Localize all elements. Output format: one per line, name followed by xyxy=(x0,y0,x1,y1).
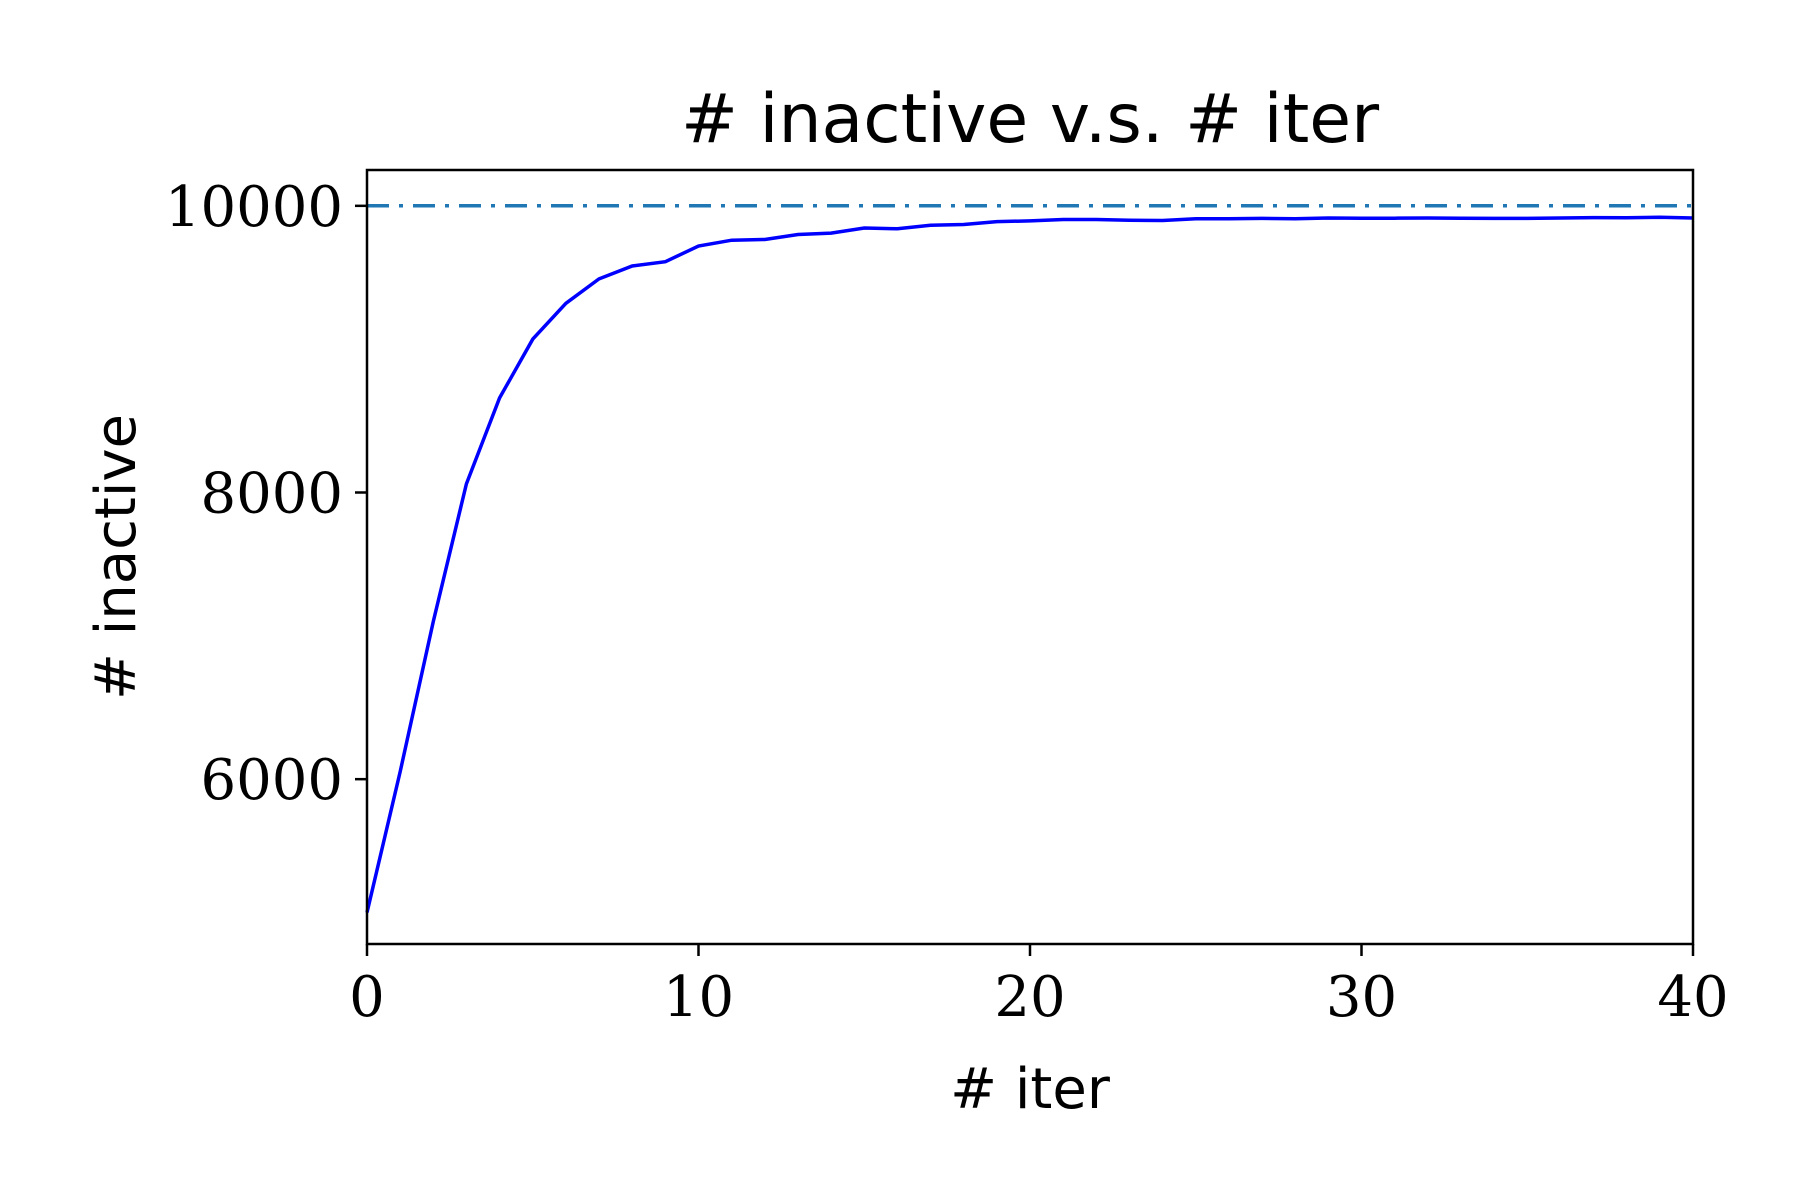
plot-area xyxy=(365,204,1694,913)
y-tick-label: 6000 xyxy=(200,748,343,813)
y-tick-label: 10000 xyxy=(165,175,343,240)
x-axis-ticks: 0 10 20 30 40 xyxy=(349,944,1729,1030)
x-tick-label: 10 xyxy=(663,965,734,1030)
y-axis-ticks: 6000 8000 10000 xyxy=(165,175,367,813)
x-axis-label: # iter xyxy=(950,1057,1111,1122)
series-line xyxy=(365,215,1694,913)
x-tick-label: 30 xyxy=(1326,965,1397,1030)
chart-title: # inactive v.s. # iter xyxy=(681,80,1379,159)
x-tick-label: 0 xyxy=(349,965,385,1030)
x-tick-label: 40 xyxy=(1657,965,1728,1030)
axes-frame xyxy=(365,168,1695,946)
y-axis-label: # inactive xyxy=(84,414,149,700)
y-tick-label: 8000 xyxy=(200,462,343,527)
x-tick-label: 20 xyxy=(994,965,1065,1030)
